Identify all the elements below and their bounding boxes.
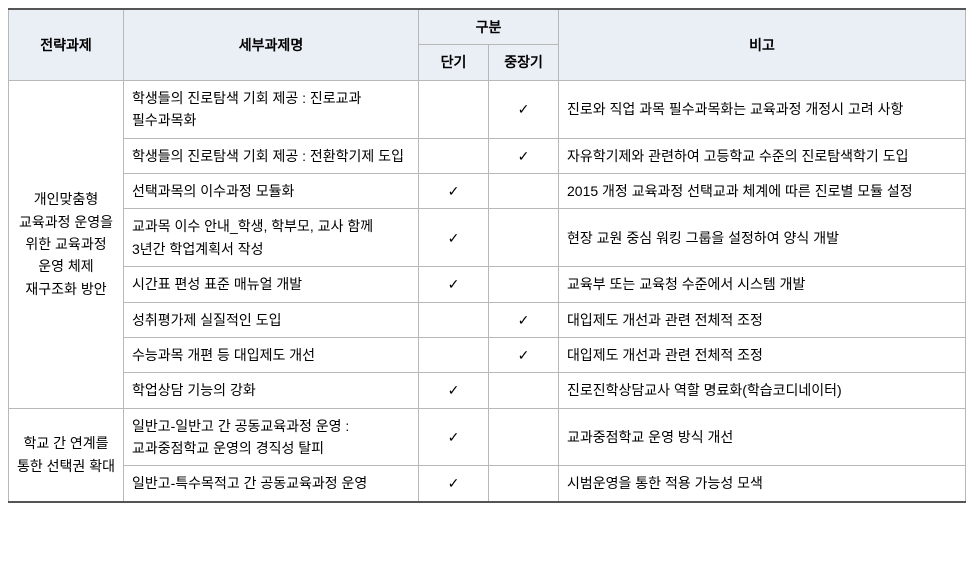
short-term-cell (419, 80, 489, 138)
mid-long-term-cell (489, 373, 559, 408)
mid-long-term-cell (489, 209, 559, 267)
header-strategic: 전략과제 (9, 9, 124, 80)
short-term-cell (419, 138, 489, 173)
table-row: 교과목 이수 안내_학생, 학부모, 교사 함께 3년간 학업계획서 작성✓ 현장… (9, 209, 966, 267)
table-row: 학교 간 연계를 통한 선택권 확대일반고-일반고 간 공동교육과정 운영 : … (9, 408, 966, 466)
header-notes: 비고 (559, 9, 966, 80)
table-row: 수능과목 개편 등 대입제도 개선 ✓대입제도 개선과 관련 전체적 조정 (9, 337, 966, 372)
short-term-cell: ✓ (419, 209, 489, 267)
notes-cell: 진로진학상담교사 역할 명료화(학습코디네이터) (559, 373, 966, 408)
notes-cell: 교과중점학교 운영 방식 개선 (559, 408, 966, 466)
detail-task-cell: 학업상담 기능의 강화 (124, 373, 419, 408)
short-term-cell: ✓ (419, 466, 489, 502)
mid-long-term-cell (489, 466, 559, 502)
mid-long-term-cell (489, 408, 559, 466)
notes-cell: 현장 교원 중심 워킹 그룹을 설정하여 양식 개발 (559, 209, 966, 267)
short-term-cell (419, 337, 489, 372)
detail-task-cell: 시간표 편성 표준 매뉴얼 개발 (124, 267, 419, 302)
notes-cell: 교육부 또는 교육청 수준에서 시스템 개발 (559, 267, 966, 302)
table-row: 학업상담 기능의 강화✓ 진로진학상담교사 역할 명료화(학습코디네이터) (9, 373, 966, 408)
strategic-task-cell: 개인맞춤형 교육과정 운영을 위한 교육과정 운영 체제 재구조화 방안 (9, 80, 124, 408)
notes-cell: 대입제도 개선과 관련 전체적 조정 (559, 337, 966, 372)
notes-cell: 2015 개정 교육과정 선택교과 체계에 따른 진로별 모듈 설정 (559, 173, 966, 208)
mid-long-term-cell (489, 173, 559, 208)
short-term-cell: ✓ (419, 173, 489, 208)
mid-long-term-cell (489, 267, 559, 302)
table-row: 선택과목의 이수과정 모듈화✓ 2015 개정 교육과정 선택교과 체계에 따른 … (9, 173, 966, 208)
curriculum-table: 전략과제 세부과제명 구분 비고 단기 중장기 개인맞춤형 교육과정 운영을 위… (8, 8, 966, 503)
table-body: 개인맞춤형 교육과정 운영을 위한 교육과정 운영 체제 재구조화 방안학생들의… (9, 80, 966, 502)
table-row: 학생들의 진로탐색 기회 제공 : 전환학기제 도입 ✓자유학기제와 관련하여 고… (9, 138, 966, 173)
short-term-cell (419, 302, 489, 337)
table-row: 개인맞춤형 교육과정 운영을 위한 교육과정 운영 체제 재구조화 방안학생들의… (9, 80, 966, 138)
strategic-task-cell: 학교 간 연계를 통한 선택권 확대 (9, 408, 124, 502)
detail-task-cell: 선택과목의 이수과정 모듈화 (124, 173, 419, 208)
detail-task-cell: 일반고-특수목적고 간 공동교육과정 운영 (124, 466, 419, 502)
short-term-cell: ✓ (419, 408, 489, 466)
mid-long-term-cell: ✓ (489, 138, 559, 173)
mid-long-term-cell: ✓ (489, 337, 559, 372)
notes-cell: 자유학기제와 관련하여 고등학교 수준의 진로탐색학기 도입 (559, 138, 966, 173)
table-row: 성취평가제 실질적인 도입 ✓대입제도 개선과 관련 전체적 조정 (9, 302, 966, 337)
table-row: 일반고-특수목적고 간 공동교육과정 운영✓ 시범운영을 통한 적용 가능성 모색 (9, 466, 966, 502)
header-short-term: 단기 (419, 45, 489, 80)
detail-task-cell: 학생들의 진로탐색 기회 제공 : 진로교과 필수과목화 (124, 80, 419, 138)
mid-long-term-cell: ✓ (489, 302, 559, 337)
notes-cell: 대입제도 개선과 관련 전체적 조정 (559, 302, 966, 337)
detail-task-cell: 수능과목 개편 등 대입제도 개선 (124, 337, 419, 372)
notes-cell: 진로와 직업 과목 필수과목화는 교육과정 개정시 고려 사항 (559, 80, 966, 138)
detail-task-cell: 교과목 이수 안내_학생, 학부모, 교사 함께 3년간 학업계획서 작성 (124, 209, 419, 267)
detail-task-cell: 성취평가제 실질적인 도입 (124, 302, 419, 337)
table-header: 전략과제 세부과제명 구분 비고 단기 중장기 (9, 9, 966, 80)
short-term-cell: ✓ (419, 267, 489, 302)
detail-task-cell: 일반고-일반고 간 공동교육과정 운영 : 교과중점학교 운영의 경직성 탈피 (124, 408, 419, 466)
detail-task-cell: 학생들의 진로탐색 기회 제공 : 전환학기제 도입 (124, 138, 419, 173)
header-detail: 세부과제명 (124, 9, 419, 80)
header-mid-long-term: 중장기 (489, 45, 559, 80)
short-term-cell: ✓ (419, 373, 489, 408)
table-row: 시간표 편성 표준 매뉴얼 개발✓ 교육부 또는 교육청 수준에서 시스템 개발 (9, 267, 966, 302)
header-division: 구분 (419, 9, 559, 45)
mid-long-term-cell: ✓ (489, 80, 559, 138)
notes-cell: 시범운영을 통한 적용 가능성 모색 (559, 466, 966, 502)
